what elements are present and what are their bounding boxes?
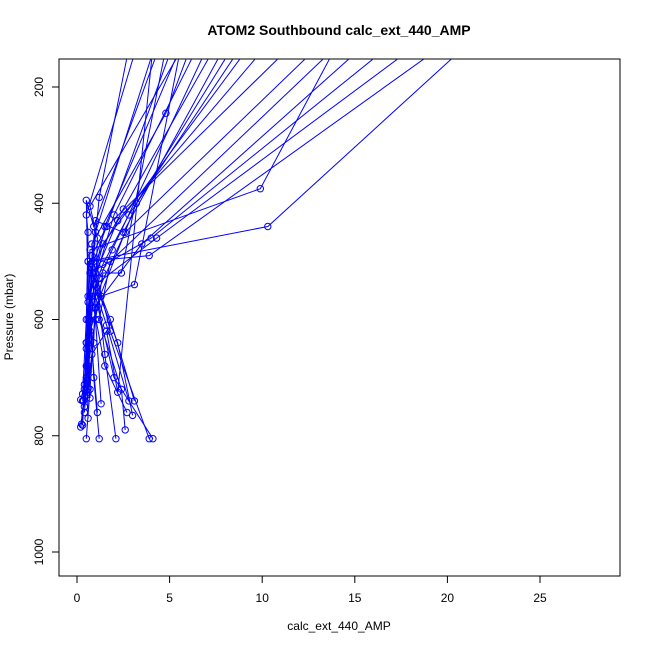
data-point <box>86 202 94 210</box>
data-point <box>130 397 139 405</box>
data-point <box>101 362 109 370</box>
y-axis-label: Pressure (mbar) <box>2 274 16 361</box>
series-line-28 <box>85 59 234 381</box>
data-point <box>147 234 155 242</box>
series-line-11 <box>94 59 306 439</box>
series-line-25 <box>85 59 177 396</box>
data-point <box>97 292 105 300</box>
x-tick-label: 5 <box>166 591 173 605</box>
data-point <box>82 196 91 205</box>
data-point <box>123 408 131 417</box>
data-point <box>77 423 85 431</box>
series-line-19 <box>85 59 331 419</box>
series-line-24 <box>85 59 156 399</box>
data-point <box>121 426 129 434</box>
x-axis-label: calc_ext_440_AMP <box>287 619 390 633</box>
data-point <box>91 315 100 324</box>
data-point <box>84 414 92 422</box>
data-point <box>110 211 118 219</box>
series-line-12 <box>98 59 324 430</box>
x-tick-label: 10 <box>256 591 270 605</box>
data-point <box>152 234 161 242</box>
data-point <box>91 217 100 225</box>
data-point <box>80 408 89 417</box>
data-point <box>119 205 128 213</box>
data-point <box>95 193 103 202</box>
data-point <box>78 421 87 429</box>
x-tick-label: 15 <box>348 591 362 605</box>
data-point <box>264 222 272 231</box>
data-point <box>90 339 98 347</box>
data-point <box>128 411 137 420</box>
data-point <box>80 380 89 389</box>
series-line-7 <box>85 59 226 439</box>
data-point <box>145 251 153 260</box>
data-point <box>84 228 92 237</box>
data-point <box>114 388 122 396</box>
data-point <box>114 217 122 225</box>
data-point <box>88 292 96 300</box>
y-tick-label: 1000 <box>32 538 46 565</box>
data-point <box>256 185 264 193</box>
data-point <box>95 435 103 443</box>
data-point <box>82 435 91 443</box>
data-point <box>99 260 107 268</box>
data-point <box>77 420 86 428</box>
series-line-6 <box>83 59 209 407</box>
data-point <box>97 400 105 408</box>
plot-frame <box>58 58 621 577</box>
data-point <box>82 376 91 385</box>
data-point <box>130 280 139 289</box>
data-point <box>117 269 126 277</box>
data-point <box>78 390 87 398</box>
data-point <box>102 327 111 335</box>
data-point <box>162 109 170 117</box>
series-line-13 <box>93 59 350 413</box>
series-line-9 <box>94 59 256 439</box>
series-line-27 <box>83 59 219 385</box>
series-line-23 <box>82 59 134 394</box>
data-point <box>93 408 102 417</box>
x-tick-label: 0 <box>74 591 81 605</box>
y-tick-label: 800 <box>32 425 46 445</box>
data-point <box>125 211 133 219</box>
y-tick-label: 200 <box>32 77 46 97</box>
data-point <box>82 391 91 399</box>
x-tick-label: 20 <box>441 591 455 605</box>
data-point <box>149 435 157 443</box>
data-point <box>106 315 115 324</box>
y-axis: 200 400 600 800 1000 <box>32 77 59 565</box>
y-tick-label: 600 <box>32 309 46 329</box>
series-line-26 <box>87 59 203 389</box>
series-line-18 <box>87 59 453 413</box>
data-point <box>112 435 120 443</box>
data-point <box>101 350 109 359</box>
series-line-16 <box>87 59 425 402</box>
data-point <box>102 321 111 329</box>
series-layer <box>77 59 453 443</box>
y-tick-label: 400 <box>32 193 46 213</box>
series-line-17 <box>91 59 187 404</box>
x-tick-label: 25 <box>533 591 547 605</box>
chart-title: ATOM2 Southbound calc_ext_440_AMP <box>207 22 470 38</box>
x-axis: 0 5 10 15 20 25 <box>74 576 547 605</box>
